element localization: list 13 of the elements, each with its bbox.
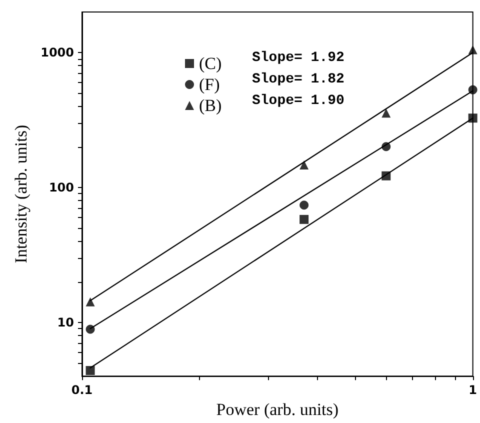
y-tick-label: 10 <box>57 315 74 330</box>
annotation: Slope= 1.82 <box>252 72 344 88</box>
annotation: Slope= 1.90 <box>252 93 344 109</box>
x-axis-title: Power (arb. units) <box>216 400 339 419</box>
legend-label: (F) <box>199 75 220 94</box>
legend-label: (C) <box>199 54 222 73</box>
y-tick-label: 100 <box>48 180 74 195</box>
x-tick-label: 1 <box>468 383 478 398</box>
y-tick-label: 1000 <box>40 46 74 60</box>
y-axis-title: Intensity (arb. units) <box>12 124 31 264</box>
legend-label: (B) <box>199 96 222 115</box>
x-tick-label: 0.1 <box>71 383 93 398</box>
annotation: Slope= 1.92 <box>252 50 344 66</box>
